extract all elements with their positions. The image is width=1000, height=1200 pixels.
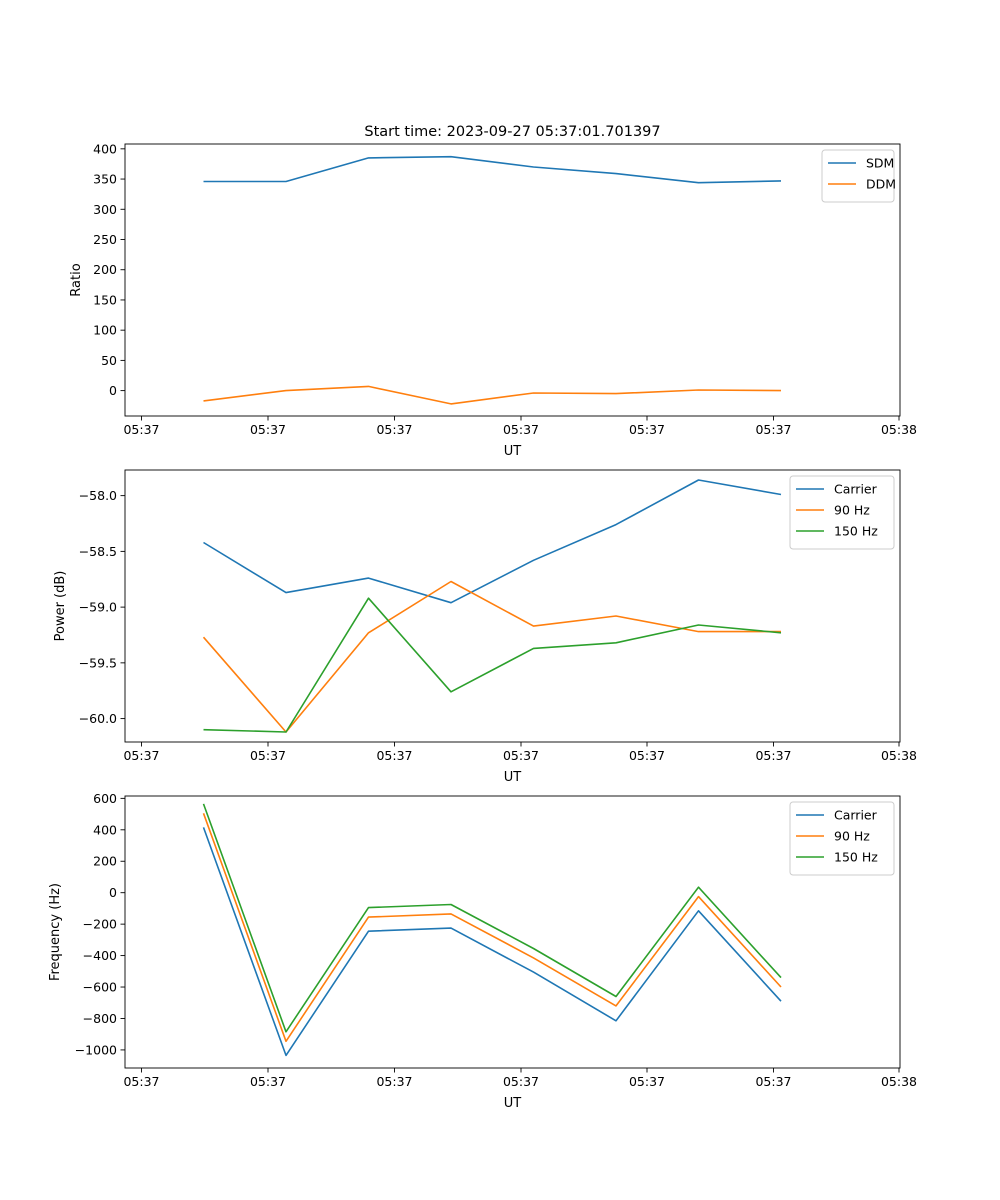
- x-tick-label: 05:37: [503, 1074, 539, 1089]
- legend: Carrier 90 Hz 150 Hz: [789, 475, 895, 550]
- figure-title: Start time: 2023-09-27 05:37:01.701397: [364, 124, 660, 140]
- x-tick-label: 05:37: [376, 748, 412, 763]
- series-line-ddm: [203, 385, 782, 405]
- y-tick-label: 100: [93, 323, 117, 338]
- y-tick-label: −400: [83, 948, 117, 963]
- series-line-150-hz: [202, 803, 782, 1033]
- x-tick-label: 05:37: [629, 748, 665, 763]
- x-tick-label: 05:37: [503, 422, 539, 437]
- y-tick-label: 50: [101, 353, 117, 368]
- legend-label: SDM: [866, 156, 894, 171]
- series-line-carrier: [202, 827, 782, 1057]
- legend-label: DDM: [866, 177, 896, 192]
- y-axis-label: Power (dB): [53, 571, 68, 642]
- y-tick-label: 600: [93, 791, 117, 806]
- legend: Carrier 90 Hz 150 Hz: [789, 801, 895, 876]
- x-tick-label: 05:37: [123, 748, 159, 763]
- y-tick-label: 0: [109, 383, 117, 398]
- y-tick-label: −60.0: [79, 711, 117, 726]
- ratio-chart: 0 50 100 150 200 250 300 350 400 05:37 05:37 05:37 0…: [69, 141, 917, 459]
- power-chart: −60.0 −59.5 −59.0 −58.5 −58.0 05:37 05:37 05:37…: [53, 469, 917, 785]
- x-tick-label: 05:37: [123, 422, 159, 437]
- x-axis-label: UT: [504, 444, 522, 459]
- y-tick-label: −600: [83, 980, 117, 995]
- axes-frame: [124, 469, 901, 743]
- y-axis-label: Frequency (Hz): [48, 883, 63, 981]
- x-tick-label: 05:37: [123, 1074, 159, 1089]
- legend-label: Carrier: [834, 482, 878, 497]
- y-tick-label: −58.5: [79, 544, 117, 559]
- y-tick-label: 200: [93, 854, 117, 869]
- y-tick-label: 250: [93, 232, 117, 247]
- x-axis-label: UT: [504, 1096, 522, 1111]
- legend: SDM DDM: [821, 149, 896, 203]
- legend-label: 90 Hz: [834, 829, 870, 844]
- x-tick-label: 05:37: [755, 1074, 791, 1089]
- x-tick-label: 05:37: [376, 422, 412, 437]
- y-tick-label: −59.0: [79, 600, 117, 615]
- x-tick-label: 05:38: [881, 422, 917, 437]
- y-tick-label: −59.5: [79, 655, 117, 670]
- x-tick-label: 05:37: [250, 748, 286, 763]
- axes-frame: [124, 143, 901, 417]
- x-tick-label: 05:37: [629, 1074, 665, 1089]
- x-tick-label: 05:37: [376, 1074, 412, 1089]
- axes-frame: [124, 795, 901, 1069]
- legend-label: Carrier: [834, 808, 878, 823]
- legend-label: 150 Hz: [834, 524, 878, 539]
- x-axis-label: UT: [504, 770, 522, 785]
- y-tick-label: −200: [83, 917, 117, 932]
- series-line-90-hz: [202, 813, 782, 1043]
- y-tick-label: 150: [93, 292, 117, 307]
- series-line-90-hz: [202, 580, 781, 733]
- y-tick-label: 200: [93, 262, 117, 277]
- x-tick-label: 05:37: [629, 422, 665, 437]
- x-tick-label: 05:37: [755, 422, 791, 437]
- legend-label: 90 Hz: [834, 503, 870, 518]
- x-tick-label: 05:37: [250, 422, 286, 437]
- x-tick-label: 05:38: [881, 1074, 917, 1089]
- y-tick-label: 350: [93, 172, 117, 187]
- y-tick-label: −800: [83, 1011, 117, 1026]
- y-tick-label: 0: [109, 885, 117, 900]
- x-tick-label: 05:37: [250, 1074, 286, 1089]
- x-tick-label: 05:37: [503, 748, 539, 763]
- x-tick-label: 05:37: [755, 748, 791, 763]
- y-tick-label: 400: [93, 822, 117, 837]
- y-tick-label: 400: [93, 141, 117, 156]
- series-line-sdm: [203, 155, 782, 184]
- y-tick-label: −1000: [75, 1042, 117, 1057]
- y-tick-label: −58.0: [79, 488, 117, 503]
- legend-label: 150 Hz: [834, 850, 878, 865]
- y-axis-label: Ratio: [69, 263, 84, 296]
- y-tick-label: 300: [93, 202, 117, 217]
- series-line-carrier: [203, 479, 782, 604]
- x-tick-label: 05:38: [881, 748, 917, 763]
- series-line-150-hz: [203, 597, 782, 733]
- frequency-chart: −1000 −800 −600 −400 −200 0 200 400 600 05:37 05:3…: [48, 791, 917, 1111]
